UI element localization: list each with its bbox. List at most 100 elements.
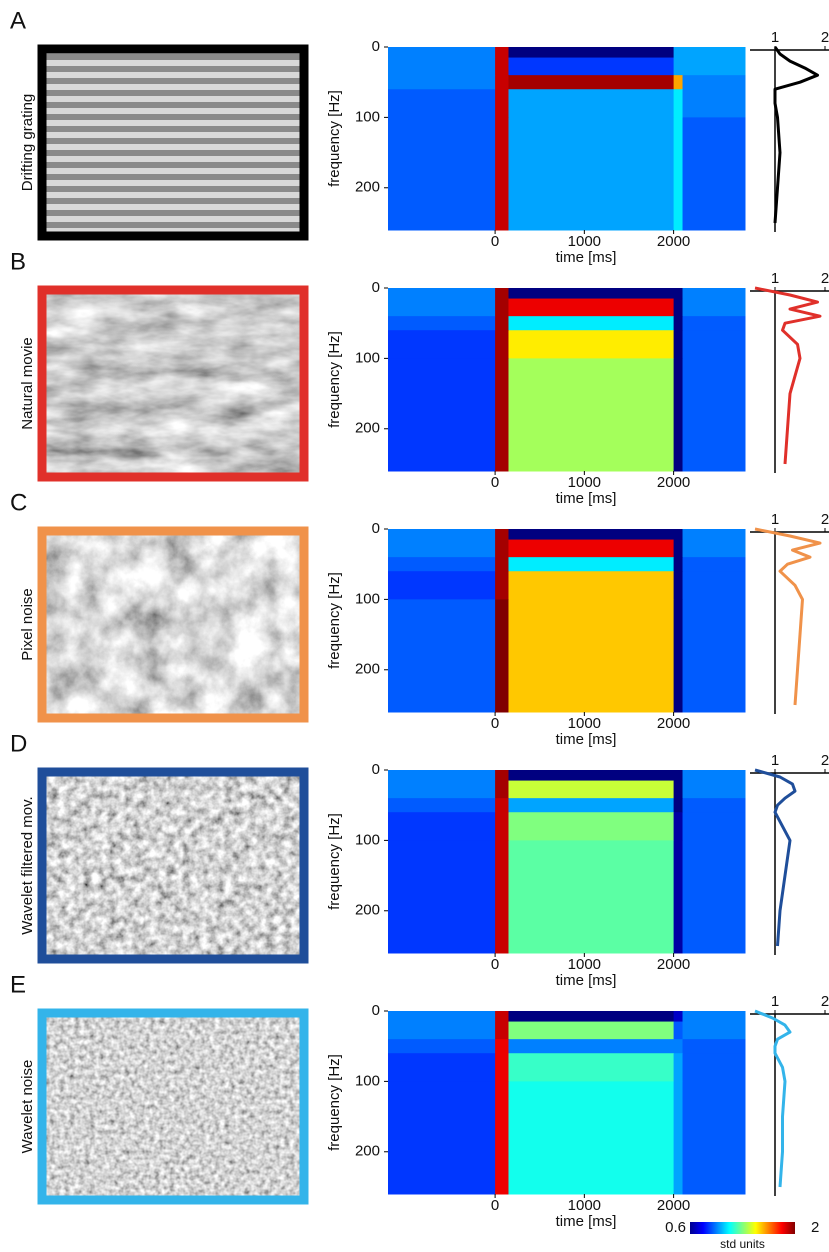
y-tick-label: 0: [372, 1002, 380, 1019]
y-axis-label: frequency [Hz]: [326, 331, 343, 428]
heatmap-cell: [673, 812, 684, 841]
heatmap-cell: [388, 1039, 496, 1054]
stimulus-label: Wavelet filtered mov.: [19, 796, 36, 934]
heatmap-cell: [388, 529, 496, 541]
heatmap-cell: [673, 288, 684, 300]
heatmap-cell: [495, 599, 509, 713]
heatmap-cell: [495, 780, 509, 799]
heatmap-cell: [495, 1011, 509, 1023]
heatmap-cell: [495, 316, 509, 331]
y-tick-label: 0: [372, 761, 380, 778]
y-tick-label: 0: [372, 520, 380, 537]
x-tick-label: 1000: [568, 474, 601, 491]
heatmap-cell: [388, 330, 496, 359]
heatmap-cell: [388, 1053, 496, 1082]
heatmap-cell: [388, 1081, 496, 1195]
stimulus-image: [38, 286, 308, 481]
x-tick-label: 0: [491, 233, 499, 250]
heatmap-cell: [682, 47, 746, 59]
heatmap-cell: [682, 358, 746, 472]
colorbar: [690, 1222, 795, 1234]
heatmap-cell: [682, 599, 746, 713]
heatmap-cell: [682, 288, 746, 300]
stimulus-image: [38, 527, 308, 722]
y-tick-label: 200: [355, 902, 380, 919]
heatmap-cell: [682, 298, 746, 317]
x-tick-label: 1000: [568, 715, 601, 732]
heatmap-cell: [682, 1011, 746, 1023]
heatmap-cell: [388, 1011, 496, 1023]
heatmap-cell: [508, 557, 675, 572]
x-axis-label: time [ms]: [556, 731, 617, 748]
heatmap-cell: [508, 770, 675, 782]
heatmap-cell: [508, 288, 675, 300]
profile-tick-label: 2: [821, 270, 829, 287]
heatmap-cell: [682, 770, 746, 782]
heatmap-cell: [388, 75, 496, 90]
y-tick-label: 200: [355, 1143, 380, 1160]
heatmap-cell: [495, 529, 509, 541]
heatmap-cell: [673, 529, 684, 541]
heatmap-cell: [682, 539, 746, 558]
heatmap-cell: [508, 47, 675, 59]
heatmap-cell: [682, 571, 746, 600]
heatmap-cell: [682, 812, 746, 841]
heatmap-cell: [682, 1081, 746, 1195]
profile-tick-label: 1: [771, 270, 779, 287]
heatmap-cell: [495, 117, 509, 231]
heatmap-cell: [508, 780, 675, 799]
stimulus-image: [38, 768, 308, 963]
x-tick-label: 2000: [657, 233, 690, 250]
stimulus-frame: [37, 285, 309, 482]
heatmap-cell: [508, 599, 675, 713]
profile-line: [754, 286, 822, 465]
y-tick-label: 100: [355, 108, 380, 125]
x-tick-label: 1000: [568, 233, 601, 250]
x-tick-label: 0: [491, 1197, 499, 1214]
heatmap-cell: [508, 316, 675, 331]
heatmap-cell: [673, 316, 684, 331]
heatmap-cell: [673, 358, 684, 472]
profile-tick-label: 1: [771, 511, 779, 528]
heatmap-cell: [508, 840, 675, 954]
heatmap-cell: [495, 1021, 509, 1040]
heatmap-cell: [495, 1081, 509, 1195]
x-tick-label: 2000: [657, 715, 690, 732]
y-tick-label: 100: [355, 831, 380, 848]
heatmap-cell: [682, 840, 746, 954]
heatmap-cell: [673, 47, 684, 59]
heatmap-cell: [673, 599, 684, 713]
y-axis-label: frequency [Hz]: [326, 90, 343, 187]
heatmap-cell: [673, 1021, 684, 1040]
stimulus-image: [38, 1009, 308, 1204]
x-axis-label: time [ms]: [556, 249, 617, 266]
stimulus-label: Natural movie: [19, 337, 36, 430]
heatmap-cell: [388, 798, 496, 813]
heatmap-cell: [682, 330, 746, 359]
heatmap-cell: [495, 840, 509, 954]
panel-letter: A: [10, 7, 26, 34]
heatmap-cell: [508, 571, 675, 600]
heatmap-cell: [508, 298, 675, 317]
heatmap-cell: [508, 812, 675, 841]
heatmap-cell: [682, 1021, 746, 1040]
stimulus-image: [38, 45, 308, 240]
y-tick-label: 0: [372, 38, 380, 55]
heatmap-cell: [495, 89, 509, 118]
heatmap-cell: [682, 89, 746, 118]
stimulus-frame: [37, 1008, 309, 1205]
heatmap-cell: [673, 557, 684, 572]
heatmap-cell: [388, 840, 496, 954]
heatmap-cell: [673, 770, 684, 782]
stimulus-frame: [37, 526, 309, 723]
colorbar-tick-label: 2: [811, 1219, 819, 1236]
heatmap-cell: [388, 539, 496, 558]
stimulus-frame: [37, 44, 309, 241]
heatmap-cell: [673, 1011, 684, 1023]
heatmap-cell: [508, 1021, 675, 1040]
x-tick-label: 2000: [657, 1197, 690, 1214]
heatmap-cell: [508, 330, 675, 359]
profile-tick-label: 1: [771, 29, 779, 46]
colorbar-tick-label: 0.6: [665, 1219, 686, 1236]
x-tick-label: 0: [491, 715, 499, 732]
